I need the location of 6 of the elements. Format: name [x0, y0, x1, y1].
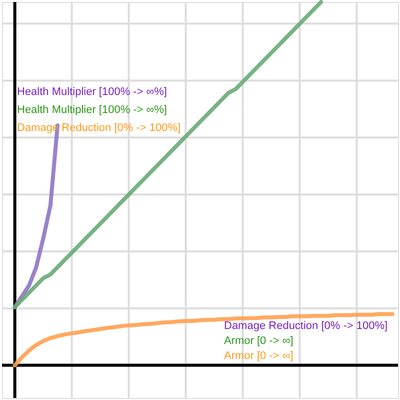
- annotation: Damage Reduction [0% -> 100%]: [224, 320, 388, 332]
- annotation: Armor [0 -> ∞]: [224, 335, 294, 347]
- annotation: Health Multiplier [100% -> ∞%]: [17, 104, 167, 116]
- annotation: Health Multiplier [100% -> ∞%]: [17, 86, 167, 98]
- annotation: Damage Reduction [0% -> 100%]: [17, 122, 181, 134]
- annotation: Armor [0 -> ∞]: [224, 350, 294, 362]
